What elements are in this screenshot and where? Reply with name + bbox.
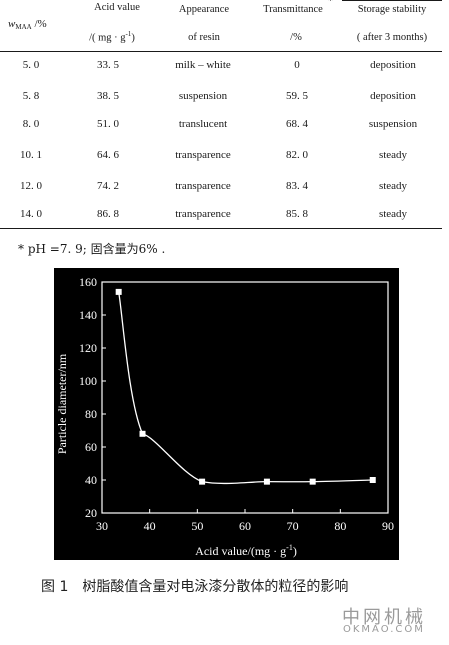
x-tick-label: 30: [96, 519, 108, 533]
y-tick-label: 120: [79, 341, 97, 355]
figure-number: 图 1: [41, 579, 69, 595]
table-bottom-rule: [0, 228, 442, 229]
cell-storage: deposition: [370, 90, 416, 102]
cell-appearance: transparence: [175, 208, 231, 220]
header-acid-line1: Acid value: [94, 2, 140, 13]
watermark-url: OKMAO.COM: [343, 624, 425, 635]
cell-appearance: milk – white: [175, 59, 231, 71]
cell-transmittance: 0: [294, 59, 300, 71]
x-tick-label: 80: [334, 519, 346, 533]
cell-acid: 74. 2: [97, 180, 119, 192]
data-point: [309, 478, 316, 485]
cell-acid: 33. 5: [97, 59, 119, 71]
figure-caption: 图 1 树脂酸值含量对电泳漆分散体的粒径的影响: [41, 576, 348, 596]
cell-acid: 64. 6: [97, 149, 119, 161]
cell-transmittance: 82. 0: [286, 149, 308, 161]
cell-storage: deposition: [370, 59, 416, 71]
watermark-logo: 中网机械: [342, 607, 426, 628]
y-tick-label: 20: [85, 506, 97, 520]
data-point: [263, 478, 270, 485]
data-point: [115, 288, 122, 295]
y-tick-label: 100: [79, 374, 97, 388]
x-tick-label: 70: [287, 519, 299, 533]
cell-appearance: suspension: [178, 90, 228, 102]
header-transmittance-line1: Transmittance: [263, 4, 323, 15]
cell-acid: 38. 5: [97, 90, 119, 102]
cell-transmittance: 59. 5: [286, 90, 308, 102]
cell-storage: steady: [378, 208, 408, 220]
cell-acid: 86. 8: [97, 208, 119, 220]
cell-storage: suspension: [368, 118, 418, 130]
y-tick-label: 140: [79, 308, 97, 322]
y-tick-label: 160: [79, 275, 97, 289]
cell-wmaa: 5. 0: [22, 59, 40, 71]
y-tick-label: 40: [85, 473, 97, 487]
cell-storage: steady: [378, 180, 408, 192]
header-appearance-line2: of resin: [188, 32, 220, 43]
header-appearance-line1: Appearance: [178, 4, 230, 15]
header-wmaa: wMAA /%: [8, 18, 47, 31]
cell-transmittance: 68. 4: [286, 118, 308, 130]
header-storage-line1: Storage stability: [357, 4, 427, 15]
cell-storage: steady: [378, 149, 408, 161]
x-tick-label: 90: [382, 519, 394, 533]
cell-appearance: transparence: [175, 149, 231, 161]
header-transmittance-line2: /%: [290, 32, 302, 43]
series-curve: [118, 291, 373, 485]
header-rule: [0, 51, 442, 52]
particle-diameter-chart: 20 40 60 80 100 120 140 160 30 40 50 60 70 80 90 Part…: [55, 275, 394, 558]
data-point: [139, 430, 146, 437]
y-tick-label: 60: [85, 440, 97, 454]
x-tick-label: 50: [191, 519, 203, 533]
header-acid-line2: /( mg · g-1): [89, 30, 135, 44]
figure-caption-text: 树脂酸值含量对电泳漆分散体的粒径的影响: [82, 579, 349, 595]
cell-appearance: transparence: [175, 180, 231, 192]
cell-wmaa: 5. 8: [22, 90, 40, 102]
transmittance-footnote-mark: *: [328, 0, 333, 7]
x-tick-label: 60: [239, 519, 251, 533]
cell-wmaa: 10. 1: [20, 149, 42, 161]
cell-wmaa: 8. 0: [22, 118, 40, 130]
x-tick-label: 40: [144, 519, 156, 533]
storage-overline: [342, 0, 442, 1]
plot-frame: [101, 281, 389, 514]
y-axis-label: Particle diameter/nm: [55, 353, 69, 454]
data-point: [369, 477, 376, 483]
data-point: [199, 478, 206, 485]
cell-acid: 51. 0: [97, 118, 119, 130]
x-axis-label: Acid value/(mg · g-1): [195, 543, 297, 558]
cell-transmittance: 83. 4: [286, 180, 308, 192]
cell-wmaa: 12. 0: [20, 180, 42, 192]
cell-appearance: translucent: [178, 118, 228, 130]
table-footnote: * pH =7. 9; 固含量为6% .: [18, 242, 166, 256]
cell-transmittance: 85. 8: [286, 208, 308, 220]
header-storage-line2: ( after 3 months): [356, 32, 428, 43]
y-tick-label: 80: [85, 407, 97, 421]
chart-background: [54, 268, 399, 560]
cell-wmaa: 14. 0: [20, 208, 42, 220]
